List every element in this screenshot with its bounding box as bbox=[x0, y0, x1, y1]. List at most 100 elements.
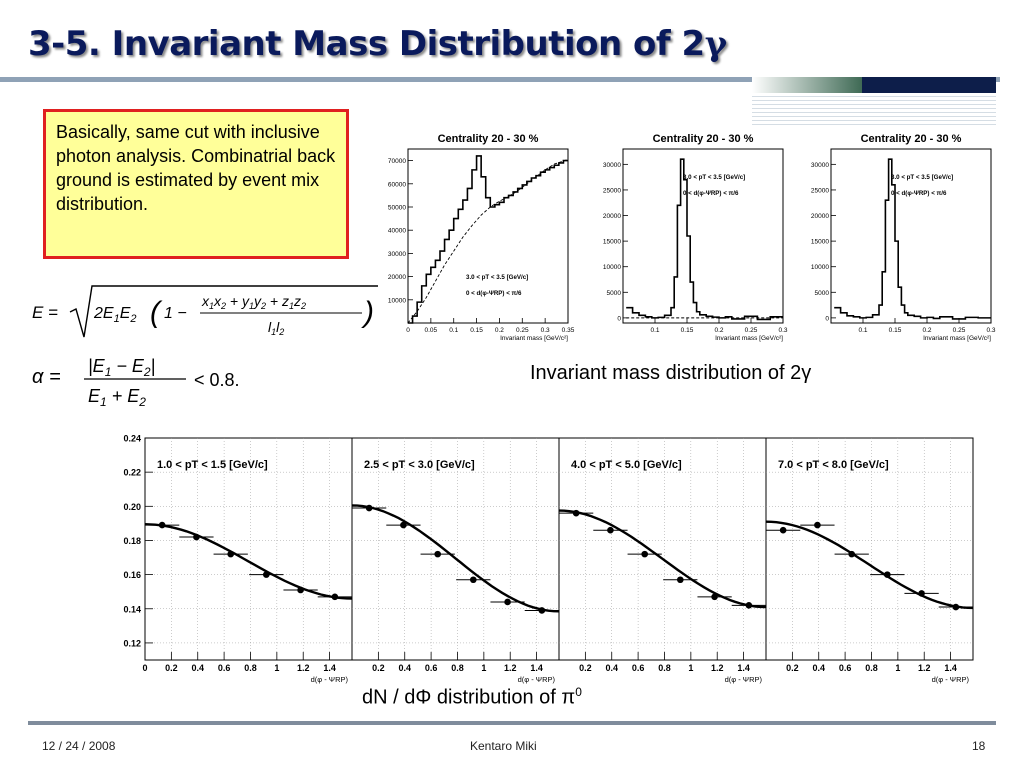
data-point bbox=[572, 509, 580, 517]
x-tick-label: 0.35 bbox=[562, 327, 575, 334]
y-tick-label: 0.14 bbox=[123, 604, 141, 614]
histogram-series bbox=[834, 158, 991, 320]
x-tick-label: 0.8 bbox=[451, 663, 464, 673]
x-tick-label: 0.25 bbox=[953, 327, 966, 334]
data-point bbox=[262, 571, 270, 578]
data-point bbox=[469, 576, 477, 584]
y-tick-label: 60000 bbox=[388, 181, 406, 188]
data-point bbox=[676, 576, 684, 584]
x-tick-label: 0.15 bbox=[889, 327, 902, 334]
plot-frame bbox=[622, 148, 784, 324]
svg-text:2E1E2: 2E1E2 bbox=[93, 305, 137, 325]
plot-frame bbox=[144, 437, 353, 661]
y-tick-label: 5000 bbox=[607, 290, 622, 297]
x-tick-label: 0.4 bbox=[191, 663, 204, 673]
x-tick-label: 0.8 bbox=[244, 663, 257, 673]
data-point bbox=[434, 550, 442, 558]
chart-title: Centrality 20 - 30 % bbox=[653, 133, 754, 145]
chart-title: Centrality 20 - 30 % bbox=[438, 133, 539, 145]
x-tick-label: 0.25 bbox=[745, 327, 758, 334]
x-tick-label: 0 bbox=[142, 663, 147, 673]
fit-curve bbox=[765, 520, 974, 610]
energy-equation: E = 2E1E2 ( 1 − x1x2 + y1y2 + z1z2 l1l2 … bbox=[30, 282, 380, 342]
data-point bbox=[227, 550, 235, 558]
x-axis-label: d(φ - ΨRP) bbox=[518, 675, 556, 684]
x-tick-label: 0.2 bbox=[579, 663, 592, 673]
histogram-series bbox=[408, 155, 568, 324]
data-point bbox=[711, 593, 718, 601]
fit-curve bbox=[351, 504, 560, 613]
mass-histogram-3: Centrality 20 - 30 % 0 5000 10000 15000 20000… bbox=[811, 133, 996, 342]
x-tick-label: 1 bbox=[481, 663, 486, 673]
x-tick-label: 0.8 bbox=[658, 663, 671, 673]
footer-date: 12 / 24 / 2008 bbox=[42, 739, 116, 753]
x-tick-label: 0.2 bbox=[165, 663, 178, 673]
data-point bbox=[331, 593, 339, 601]
x-tick-label: 1 bbox=[895, 663, 900, 673]
data-point bbox=[745, 602, 753, 609]
x-tick-label: 0.3 bbox=[778, 327, 787, 334]
y-tick-label: 0.24 bbox=[123, 434, 141, 444]
y-tick-label: 20000 bbox=[811, 213, 829, 220]
y-tick-label: 0 bbox=[825, 315, 829, 322]
x-tick-label: 0.3 bbox=[986, 327, 995, 334]
x-tick-label: 0.4 bbox=[398, 663, 411, 673]
x-tick-label: 1.2 bbox=[711, 663, 724, 673]
y-tick-label: 40000 bbox=[388, 228, 406, 235]
y-tick-label: 30000 bbox=[388, 251, 406, 258]
x-tick-label: 1.2 bbox=[504, 663, 517, 673]
y-tick-label: 0.12 bbox=[123, 638, 141, 648]
x-axis-label: Invariant mass [GeV/c²] bbox=[923, 335, 991, 342]
header-stripes bbox=[752, 96, 996, 128]
x-axis-label: Invariant mass [GeV/c²] bbox=[715, 335, 783, 342]
data-point bbox=[504, 598, 511, 606]
x-tick-label: 1.4 bbox=[944, 663, 957, 673]
svg-text:α =: α = bbox=[32, 366, 61, 388]
svg-text:< 0.8.: < 0.8. bbox=[194, 370, 240, 390]
x-tick-label: 0.2 bbox=[495, 327, 504, 334]
x-tick-label: 0.6 bbox=[632, 663, 645, 673]
x-tick-label: 1 bbox=[688, 663, 693, 673]
fit-curve bbox=[144, 523, 353, 600]
x-tick-label: 1.4 bbox=[323, 663, 336, 673]
data-point bbox=[883, 571, 891, 578]
plot-frame bbox=[558, 437, 767, 661]
annotation-label: 4.0 < pT < 5.0 [GeV/c] bbox=[571, 459, 682, 471]
data-point bbox=[193, 533, 200, 541]
svg-text:x1x2 + y1y2 + z1z2: x1x2 + y1y2 + z1z2 bbox=[201, 293, 306, 311]
svg-text:E1 + E2: E1 + E2 bbox=[88, 386, 146, 409]
annotation-label: 7.0 < pT < 8.0 [GeV/c] bbox=[778, 459, 889, 471]
y-tick-label: 20000 bbox=[388, 274, 406, 281]
plot-frame bbox=[351, 437, 560, 661]
svg-text:(: ( bbox=[150, 296, 163, 329]
footer-rule bbox=[28, 721, 996, 725]
x-tick-label: 1.4 bbox=[530, 663, 543, 673]
x-tick-label: 0.15 bbox=[681, 327, 694, 334]
x-tick-label: 0.3 bbox=[541, 327, 550, 334]
y-tick-label: 0.20 bbox=[123, 502, 141, 512]
annotation-label: 0 < d(φ-ΨRP) < π/6 bbox=[891, 190, 947, 197]
caption-bottom: dN / dΦ distribution of π0 bbox=[362, 685, 582, 709]
data-point bbox=[848, 550, 856, 558]
x-tick-label: 1.2 bbox=[297, 663, 310, 673]
x-axis-label: d(φ - ΨRP) bbox=[932, 675, 970, 684]
y-tick-label: 0.16 bbox=[123, 570, 141, 580]
x-tick-label: 0.25 bbox=[516, 327, 529, 334]
y-tick-label: 0.22 bbox=[123, 468, 141, 478]
background-series bbox=[407, 159, 569, 324]
y-tick-label: 0.18 bbox=[123, 536, 141, 546]
x-tick-label: 0 bbox=[406, 327, 410, 334]
caption-top: Invariant mass distribution of 2γ bbox=[530, 362, 812, 384]
data-point bbox=[814, 521, 821, 529]
plot-frame bbox=[765, 437, 974, 661]
data-point bbox=[607, 526, 614, 534]
annotation-label: 0 < d(φ-ΨRP) < π/6 bbox=[683, 190, 739, 197]
y-tick-label: 0 bbox=[617, 315, 621, 322]
svg-text:|E1 − E2|: |E1 − E2| bbox=[88, 356, 155, 379]
x-tick-label: 0.2 bbox=[714, 327, 723, 334]
data-point bbox=[779, 526, 787, 534]
asymmetry-equation: α = |E1 − E2| E1 + E2 < 0.8. bbox=[30, 350, 290, 410]
annotation-label: 3.0 < pT < 3.5 [GeV/c] bbox=[683, 174, 745, 181]
svg-text:l1l2: l1l2 bbox=[268, 319, 284, 337]
x-tick-label: 0.8 bbox=[865, 663, 878, 673]
